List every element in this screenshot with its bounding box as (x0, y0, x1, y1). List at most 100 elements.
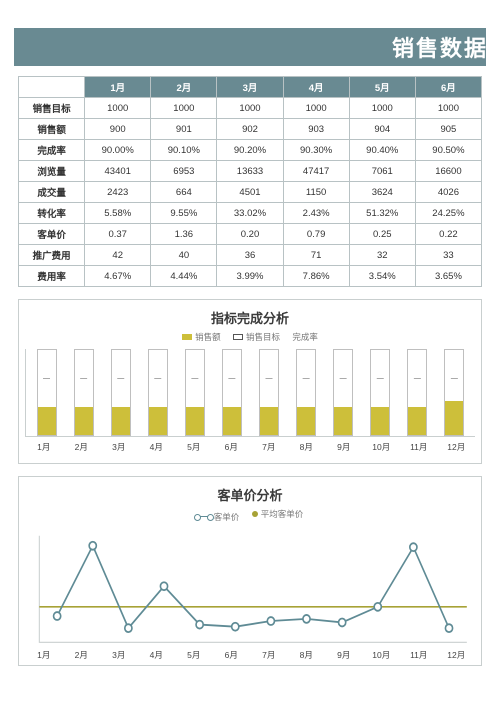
legend-avg: 平均客单价 (252, 508, 304, 520)
table-cell: 47417 (283, 161, 349, 182)
legend-unit: 客单价 (197, 511, 240, 523)
table-cell: 900 (85, 119, 151, 140)
table-cell: 6953 (151, 161, 217, 182)
table-row-header: 成交量 (19, 182, 85, 203)
bar-sales (38, 407, 56, 435)
legend-sales-swatch (182, 334, 192, 340)
rate-marker: — (266, 375, 273, 382)
rate-marker: — (154, 375, 161, 382)
bar-target: — (333, 349, 353, 436)
rate-marker: — (451, 375, 458, 382)
table-cell: 1000 (217, 98, 283, 119)
chart-panel-bar: 指标完成分析 销售额 销售目标 完成率 ———————————— 1月2月3月4… (18, 299, 482, 464)
table-cell: 90.50% (415, 140, 481, 161)
table-cell: 13633 (217, 161, 283, 182)
bar-xlabel: 10月 (363, 437, 401, 453)
table-cell: 42 (85, 245, 151, 266)
legend-avg-dot-icon (252, 511, 258, 517)
bar-xlabel: 11月 (400, 437, 438, 453)
bar-target: — (407, 349, 427, 436)
line-chart-svg (25, 529, 475, 665)
table-cell: 90.10% (151, 140, 217, 161)
bar-column: — (139, 349, 176, 436)
chart-bar-legend: 销售额 销售目标 完成率 (25, 331, 475, 343)
bar-xlabel: 2月 (63, 437, 101, 453)
table-cell: 33.02% (217, 203, 283, 224)
table-row-header: 销售额 (19, 119, 85, 140)
bar-target: — (444, 349, 464, 436)
table-col-header: 4月 (283, 77, 349, 98)
table-cell: 1.36 (151, 224, 217, 245)
table-cell: 16600 (415, 161, 481, 182)
bar-sales (75, 407, 93, 435)
bar-target: — (370, 349, 390, 436)
table-cell: 51.32% (349, 203, 415, 224)
table-cell: 40 (151, 245, 217, 266)
page-title: 销售数据 (392, 31, 488, 63)
bar-target: — (111, 349, 131, 436)
bar-sales (445, 401, 463, 435)
table-col-header: 6月 (415, 77, 481, 98)
rate-marker: — (80, 375, 87, 382)
table-cell: 1000 (85, 98, 151, 119)
bar-column: — (176, 349, 213, 436)
bar-column: — (213, 349, 250, 436)
bar-sales (408, 407, 426, 435)
table-cell: 0.79 (283, 224, 349, 245)
table-cell: 903 (283, 119, 349, 140)
bar-column: — (325, 349, 362, 436)
table-row: 浏览量4340169531363347417706116600 (19, 161, 482, 182)
legend-target: 销售目标 (233, 331, 280, 343)
bar-xlabel: 8月 (288, 437, 326, 453)
bar-sales (297, 407, 315, 435)
legend-avg-label: 平均客单价 (261, 508, 304, 520)
table-cell: 3.99% (217, 266, 283, 287)
bar-sales (186, 407, 204, 435)
bar-target: — (74, 349, 94, 436)
chart-bar-title: 指标完成分析 (25, 308, 475, 327)
table-cell: 5.58% (85, 203, 151, 224)
bar-column: — (250, 349, 287, 436)
table-row: 转化率5.58%9.55%33.02%2.43%51.32%24.25% (19, 203, 482, 224)
table-col-header: 2月 (151, 77, 217, 98)
bar-column: — (399, 349, 436, 436)
table-cell: 9.55% (151, 203, 217, 224)
table-cell: 7.86% (283, 266, 349, 287)
bar-target: — (222, 349, 242, 436)
table-cell: 4026 (415, 182, 481, 203)
rate-marker: — (43, 375, 50, 382)
bar-target: — (185, 349, 205, 436)
rate-marker: — (228, 375, 235, 382)
table-cell: 1000 (415, 98, 481, 119)
table-row-header: 浏览量 (19, 161, 85, 182)
bar-column: — (28, 349, 65, 436)
table-cell: 4.67% (85, 266, 151, 287)
table-cell: 0.25 (349, 224, 415, 245)
table-cell: 24.25% (415, 203, 481, 224)
legend-unit-line-icon (197, 516, 211, 517)
table-row-header: 转化率 (19, 203, 85, 224)
chart-line-legend: 客单价 平均客单价 (25, 508, 475, 523)
bar-sales (112, 407, 130, 435)
bar-sales (334, 407, 352, 435)
table-cell: 4501 (217, 182, 283, 203)
bar-column: — (362, 349, 399, 436)
table-cell: 3.54% (349, 266, 415, 287)
chart-panel-line: 客单价分析 客单价 平均客单价 1月2月3月4月5月6月7月8月9月10月11月… (18, 476, 482, 666)
rate-marker: — (117, 375, 124, 382)
bar-sales (260, 407, 278, 435)
bar-xlabel: 7月 (250, 437, 288, 453)
table-cell: 90.00% (85, 140, 151, 161)
table-cell: 90.40% (349, 140, 415, 161)
bar-xlabel: 6月 (213, 437, 251, 453)
table-row: 完成率90.00%90.10%90.20%90.30%90.40%90.50% (19, 140, 482, 161)
rate-marker: — (303, 375, 310, 382)
table-cell: 2423 (85, 182, 151, 203)
table-cell: 90.30% (283, 140, 349, 161)
legend-sales: 销售额 (182, 331, 221, 343)
bar-target: — (259, 349, 279, 436)
table-row-header: 费用率 (19, 266, 85, 287)
table-cell: 902 (217, 119, 283, 140)
table-corner (19, 77, 85, 98)
legend-sales-label: 销售额 (195, 331, 221, 343)
